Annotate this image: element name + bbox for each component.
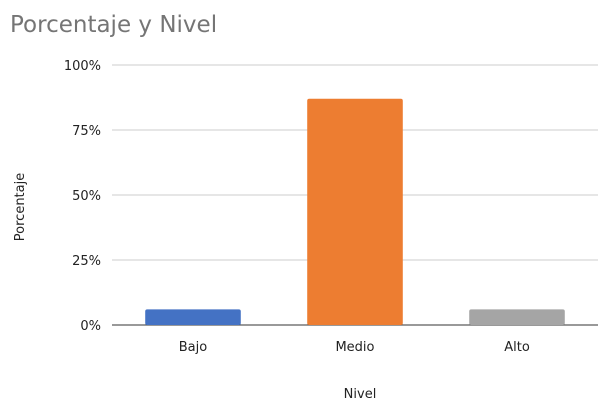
y-tick-label: 75%	[72, 124, 101, 139]
x-tick-label: Medio	[335, 340, 374, 355]
bars	[145, 98, 565, 325]
bar-alto	[469, 309, 565, 325]
x-axis-title: Nivel	[344, 387, 377, 398]
bar-medio	[307, 98, 403, 325]
y-tick-label: 100%	[64, 59, 101, 74]
chart-title: Porcentaje y Nivel	[10, 12, 218, 38]
y-tick-label: 0%	[80, 319, 101, 334]
x-tick-label: Bajo	[179, 340, 207, 355]
y-tick-label: 25%	[72, 254, 101, 269]
x-tick-label: Alto	[504, 340, 530, 355]
y-axis-title: Porcentaje	[13, 173, 28, 241]
y-axis-ticks: 0% 25% 50% 75% 100%	[64, 59, 101, 334]
x-axis-ticks: Bajo Medio Alto	[179, 340, 530, 355]
y-tick-label: 50%	[72, 189, 101, 204]
bar-bajo	[145, 309, 241, 325]
